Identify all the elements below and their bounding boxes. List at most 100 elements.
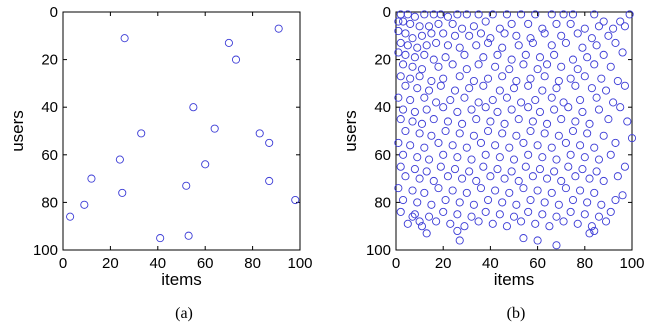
data-point	[450, 86, 460, 95]
data-point	[594, 105, 604, 114]
data-point	[512, 76, 521, 86]
data-point	[483, 195, 493, 205]
data-point	[571, 117, 580, 126]
data-point	[429, 55, 438, 64]
data-point	[599, 50, 608, 59]
data-point	[460, 50, 469, 59]
x-axis-label: items	[161, 270, 202, 289]
data-point	[505, 143, 514, 152]
data-point	[427, 200, 436, 209]
data-point	[509, 212, 519, 221]
x-tick-label: 100	[619, 255, 644, 272]
data-point	[481, 150, 490, 159]
data-point	[512, 31, 521, 40]
data-point	[486, 34, 495, 43]
data-point	[118, 188, 127, 197]
y-tick-label: 40	[374, 99, 391, 116]
data-point	[616, 17, 625, 26]
data-point	[394, 17, 403, 26]
data-point	[406, 141, 415, 150]
data-point	[455, 198, 464, 207]
data-point	[512, 200, 521, 209]
data-point	[599, 17, 608, 26]
data-point	[611, 138, 620, 147]
data-point	[554, 200, 563, 209]
data-point	[524, 207, 533, 216]
y-tick-label: 80	[41, 194, 58, 211]
data-point	[519, 60, 528, 69]
data-point	[606, 62, 615, 71]
data-point	[507, 55, 516, 64]
data-point	[519, 184, 528, 193]
data-point	[439, 103, 448, 112]
data-point	[439, 74, 448, 83]
panel-caption: (a)	[175, 305, 193, 322]
data-point	[616, 103, 625, 112]
data-point	[291, 195, 300, 205]
data-point	[450, 31, 460, 40]
data-point	[580, 210, 589, 219]
data-point	[601, 217, 611, 226]
data-point	[474, 98, 483, 107]
data-point	[422, 167, 431, 176]
data-point	[481, 17, 490, 26]
data-point	[571, 172, 580, 181]
data-point	[531, 219, 540, 228]
data-point	[396, 115, 405, 124]
data-point	[625, 10, 634, 19]
data-point	[401, 172, 410, 181]
data-point	[559, 98, 568, 107]
data-point	[606, 150, 615, 159]
data-point	[474, 217, 483, 226]
data-point	[618, 48, 627, 57]
data-point	[592, 93, 601, 102]
data-point	[410, 210, 419, 219]
data-point	[455, 129, 464, 138]
data-point	[517, 98, 526, 107]
data-point	[486, 117, 495, 126]
data-point	[587, 222, 596, 231]
data-point	[599, 176, 608, 186]
data-point	[512, 131, 521, 140]
data-point	[396, 38, 405, 47]
data-point	[540, 72, 549, 81]
data-point	[620, 162, 629, 171]
data-point	[401, 50, 410, 59]
data-point	[432, 38, 441, 47]
data-point	[453, 107, 462, 117]
x-tick-label: 100	[287, 255, 312, 272]
data-point	[514, 176, 523, 186]
data-point	[408, 212, 417, 221]
data-point	[458, 174, 467, 183]
data-point	[583, 129, 592, 138]
data-point	[415, 72, 424, 81]
data-point	[413, 153, 422, 162]
data-point	[472, 41, 481, 50]
data-point	[434, 138, 443, 147]
data-point	[507, 19, 516, 28]
data-point	[552, 155, 561, 164]
data-point	[420, 93, 429, 102]
data-point	[403, 10, 412, 19]
data-point	[613, 172, 622, 181]
data-point	[432, 98, 441, 107]
data-point	[521, 162, 530, 171]
data-point	[399, 60, 408, 69]
data-point	[552, 212, 561, 221]
data-point	[594, 212, 604, 221]
data-point	[573, 29, 582, 38]
data-point	[493, 165, 502, 174]
data-point	[568, 55, 578, 64]
data-point	[568, 195, 578, 205]
data-point	[453, 10, 462, 19]
data-point	[469, 131, 478, 140]
data-point	[592, 41, 601, 50]
data-point	[500, 119, 509, 128]
data-point	[467, 105, 476, 114]
data-point	[620, 81, 629, 90]
data-point	[422, 41, 431, 50]
data-point	[410, 53, 419, 62]
data-point	[587, 84, 596, 93]
data-point	[406, 19, 415, 28]
data-point	[417, 65, 427, 74]
